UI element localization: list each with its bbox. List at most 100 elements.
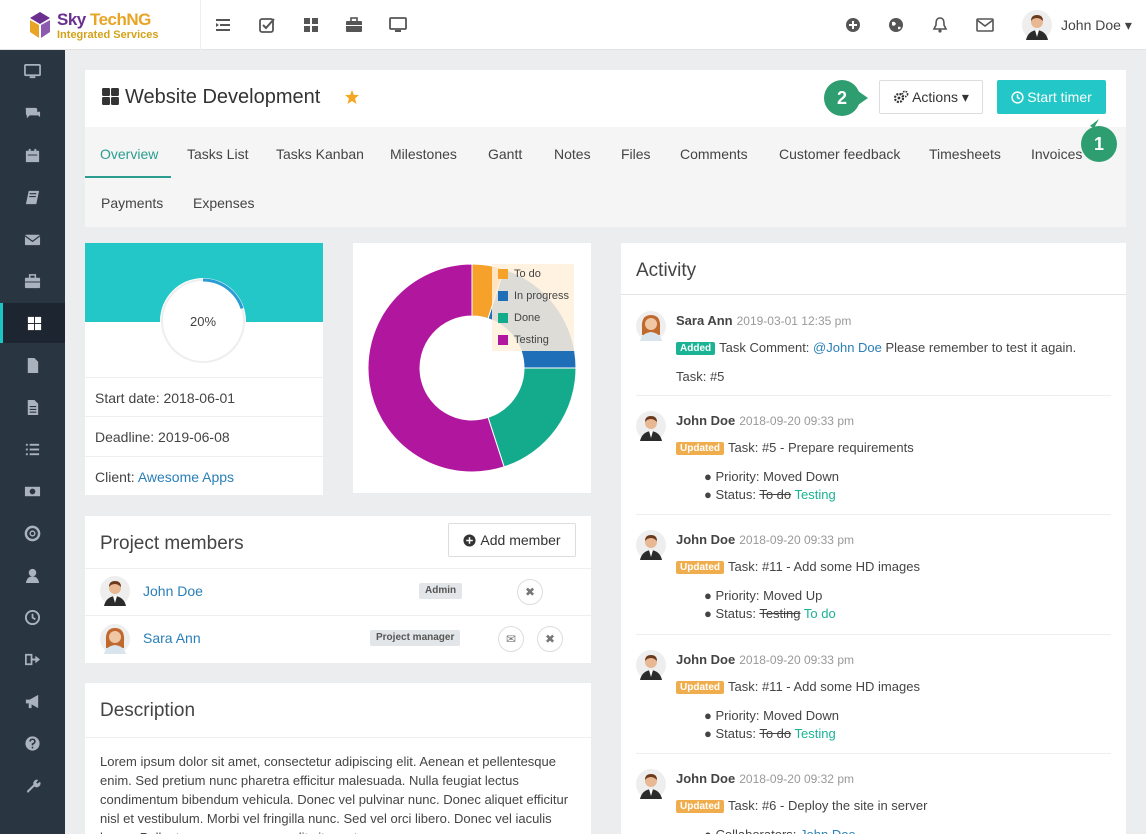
tab-tasks-kanban[interactable]: Tasks Kanban (276, 146, 364, 162)
legend-swatch (498, 313, 508, 323)
mail-icon[interactable] (976, 16, 994, 34)
tab-notes[interactable]: Notes (554, 146, 591, 162)
plus-circle-icon[interactable] (844, 16, 862, 34)
sidebar-item-lifebuoy[interactable] (0, 513, 65, 553)
legend-label[interactable]: To do (514, 268, 541, 280)
tab-expenses[interactable]: Expenses (193, 195, 255, 211)
activity-priority: Priority: Moved Down (715, 469, 840, 484)
sidebar-item-file-text[interactable] (0, 387, 65, 427)
progress-ring (160, 278, 246, 364)
brand-logo[interactable]: Sky TechNG Integrated Services (0, 0, 201, 50)
sidebar-item-file[interactable] (0, 345, 65, 385)
sidebar-item-megaphone[interactable] (0, 681, 65, 721)
monitor-icon[interactable] (389, 16, 407, 34)
tab-tasks-list[interactable]: Tasks List (187, 146, 249, 162)
grid-icon[interactable] (302, 16, 320, 34)
plus-circle-icon (463, 533, 476, 547)
remove-member-button[interactable]: ✖ (517, 579, 543, 605)
activity-detail-link[interactable]: John Doe (800, 827, 856, 834)
tab-overview[interactable]: Overview (100, 146, 159, 162)
activity-text-part: Task: #6 - Deploy the site in server (728, 798, 928, 813)
sidebar-item-question[interactable] (0, 723, 65, 763)
chat-icon (25, 107, 41, 118)
client-link[interactable]: Awesome Apps (137, 469, 235, 485)
divider (85, 615, 591, 616)
wrench-icon (26, 779, 41, 793)
activity-status-label: Status: (715, 726, 760, 741)
sidebar-item-calendar[interactable] (0, 135, 65, 175)
activity-tag: Updated (676, 561, 724, 574)
message-member-button[interactable]: ✉ (498, 626, 524, 652)
star-icon[interactable] (344, 89, 360, 105)
tab-invoices[interactable]: Invoices (1031, 146, 1083, 162)
activity-tag: Added (676, 342, 716, 355)
activity-user: Sara Ann 2019-03-01 12:35 pm (676, 313, 851, 328)
tab-files[interactable]: Files (621, 146, 651, 162)
activity-status: ● Status: To do Testing (704, 726, 836, 741)
sidebar-item-grid[interactable] (0, 303, 65, 343)
member-avatar-john (100, 576, 130, 606)
activity-time: 2018-09-20 09:33 pm (739, 533, 854, 547)
sidebar-item-mail[interactable] (0, 219, 65, 259)
activity-divider (636, 514, 1111, 515)
sign-out-icon (25, 653, 41, 665)
activity-text: Added Task Comment: @John Doe Please reme… (676, 340, 1076, 355)
activity-user-name[interactable]: John Doe (676, 413, 736, 428)
progress-percent: 20% (189, 314, 217, 329)
activity-text: Updated Task: #5 - Prepare requirements (676, 440, 914, 455)
donut-slice-done[interactable] (487, 367, 576, 468)
member-name[interactable]: Sara Ann (143, 630, 201, 646)
sidebar-item-clock[interactable] (0, 597, 65, 637)
activity-status: ● Status: To do Testing (704, 487, 836, 502)
remove-member-button[interactable]: ✖ (537, 626, 563, 652)
activity-divider (636, 634, 1111, 635)
donut-slice-testing[interactable] (368, 264, 505, 472)
activity-user-name[interactable]: John Doe (676, 771, 736, 786)
legend-label[interactable]: Testing (514, 334, 549, 346)
member-name[interactable]: John Doe (143, 583, 203, 599)
activity-status-label: Status: (715, 606, 760, 621)
sidebar-item-sign-out[interactable] (0, 639, 65, 679)
legend-label[interactable]: In progress (514, 290, 570, 302)
tab-customer-feedback[interactable]: Customer feedback (779, 146, 901, 162)
legend-label[interactable]: Done (514, 312, 541, 324)
client-row: Client: Awesome Apps (85, 456, 323, 496)
sidebar-item-book[interactable] (0, 177, 65, 217)
description-card (85, 683, 591, 834)
activity-extra: Task: #5 (676, 369, 725, 384)
user-avatar[interactable] (1022, 10, 1052, 40)
sidebar-item-monitor[interactable] (0, 51, 65, 91)
tab-timesheets[interactable]: Timesheets (929, 146, 1001, 162)
list-icon[interactable] (214, 16, 232, 34)
members-title: Project members (100, 533, 244, 554)
actions-dropdown-button[interactable]: Actions ▾ (879, 80, 983, 114)
sidebar-item-chat[interactable] (0, 93, 65, 133)
sidebar-item-wrench[interactable] (0, 765, 65, 805)
activity-user-name[interactable]: John Doe (676, 652, 736, 667)
globe-icon[interactable] (887, 16, 905, 34)
sidebar-item-list[interactable] (0, 429, 65, 469)
close-icon: ✖ (544, 632, 556, 646)
sidebar-item-user[interactable] (0, 555, 65, 595)
member-avatar-sara (100, 624, 130, 654)
tab-milestones[interactable]: Milestones (390, 146, 457, 162)
user-menu[interactable]: John Doe ▾ (1061, 17, 1132, 33)
sidebar-item-money[interactable] (0, 471, 65, 511)
bell-icon[interactable] (931, 16, 949, 34)
sidebar-item-briefcase[interactable] (0, 261, 65, 301)
tab-gantt[interactable]: Gantt (488, 146, 523, 162)
brand-tagline: Integrated Services (57, 29, 159, 41)
checkbox-icon[interactable] (258, 16, 276, 34)
activity-user-name[interactable]: Sara Ann (676, 313, 733, 328)
start-timer-button[interactable]: Start timer (997, 80, 1106, 114)
callout-badge-1: 1 (1081, 126, 1117, 162)
tab-comments[interactable]: Comments (680, 146, 748, 162)
mail-icon (24, 234, 41, 245)
active-tab-indicator (85, 176, 171, 178)
briefcase-icon[interactable] (345, 16, 363, 34)
tab-payments[interactable]: Payments (101, 195, 164, 211)
activity-user-name[interactable]: John Doe (676, 532, 736, 547)
envelope-icon: ✉ (505, 632, 517, 646)
activity-mention[interactable]: @John Doe (813, 340, 882, 355)
add-member-button[interactable]: Add member (448, 523, 576, 557)
